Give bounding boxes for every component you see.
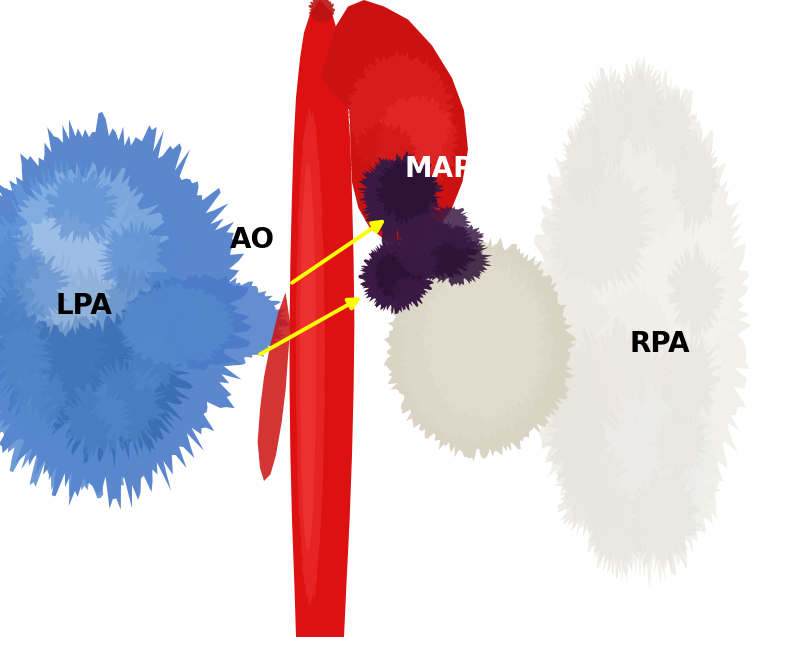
- Polygon shape: [382, 208, 398, 255]
- Polygon shape: [398, 244, 554, 444]
- Polygon shape: [528, 112, 721, 564]
- Polygon shape: [566, 107, 694, 257]
- Polygon shape: [390, 276, 426, 303]
- Polygon shape: [593, 131, 737, 455]
- Polygon shape: [391, 219, 480, 281]
- Polygon shape: [349, 120, 418, 204]
- Polygon shape: [0, 247, 112, 428]
- Polygon shape: [296, 106, 325, 608]
- Polygon shape: [538, 337, 596, 417]
- Polygon shape: [0, 227, 44, 292]
- Polygon shape: [258, 292, 290, 481]
- Polygon shape: [118, 283, 236, 367]
- Polygon shape: [375, 159, 438, 226]
- Polygon shape: [578, 61, 638, 172]
- Polygon shape: [11, 209, 116, 337]
- Polygon shape: [320, 0, 468, 247]
- Polygon shape: [672, 126, 720, 237]
- Polygon shape: [344, 50, 455, 182]
- Polygon shape: [29, 260, 194, 468]
- Polygon shape: [120, 274, 289, 370]
- Polygon shape: [10, 162, 169, 333]
- Polygon shape: [308, 0, 335, 24]
- Polygon shape: [542, 317, 690, 527]
- Polygon shape: [650, 402, 710, 480]
- Polygon shape: [290, 0, 354, 637]
- Polygon shape: [530, 70, 751, 589]
- Polygon shape: [594, 376, 721, 559]
- Polygon shape: [443, 224, 484, 251]
- Polygon shape: [44, 167, 119, 244]
- Polygon shape: [114, 292, 174, 357]
- Polygon shape: [10, 363, 68, 443]
- Polygon shape: [624, 466, 702, 576]
- Polygon shape: [652, 328, 722, 426]
- Polygon shape: [0, 157, 155, 426]
- Polygon shape: [358, 239, 434, 314]
- Polygon shape: [56, 382, 135, 462]
- Polygon shape: [616, 55, 665, 158]
- Polygon shape: [666, 243, 725, 339]
- Polygon shape: [0, 153, 204, 499]
- Polygon shape: [0, 112, 252, 510]
- Polygon shape: [357, 151, 444, 239]
- Polygon shape: [373, 94, 459, 191]
- Polygon shape: [419, 233, 493, 287]
- Polygon shape: [648, 84, 697, 178]
- Polygon shape: [553, 436, 631, 542]
- Polygon shape: [401, 249, 440, 278]
- Polygon shape: [0, 318, 54, 398]
- Polygon shape: [384, 237, 577, 461]
- Text: AO: AO: [230, 226, 274, 255]
- Text: MAPCA: MAPCA: [404, 155, 516, 183]
- Polygon shape: [88, 355, 168, 450]
- Polygon shape: [0, 252, 72, 327]
- Polygon shape: [589, 280, 676, 422]
- Polygon shape: [300, 161, 316, 553]
- Polygon shape: [586, 490, 643, 578]
- Polygon shape: [420, 259, 547, 425]
- Polygon shape: [373, 245, 428, 302]
- Polygon shape: [123, 333, 181, 395]
- Polygon shape: [98, 219, 176, 300]
- Polygon shape: [426, 205, 471, 238]
- Polygon shape: [543, 157, 656, 298]
- Polygon shape: [397, 213, 451, 254]
- Polygon shape: [559, 114, 607, 212]
- Text: LPA: LPA: [55, 291, 113, 320]
- Text: RPA: RPA: [630, 330, 690, 359]
